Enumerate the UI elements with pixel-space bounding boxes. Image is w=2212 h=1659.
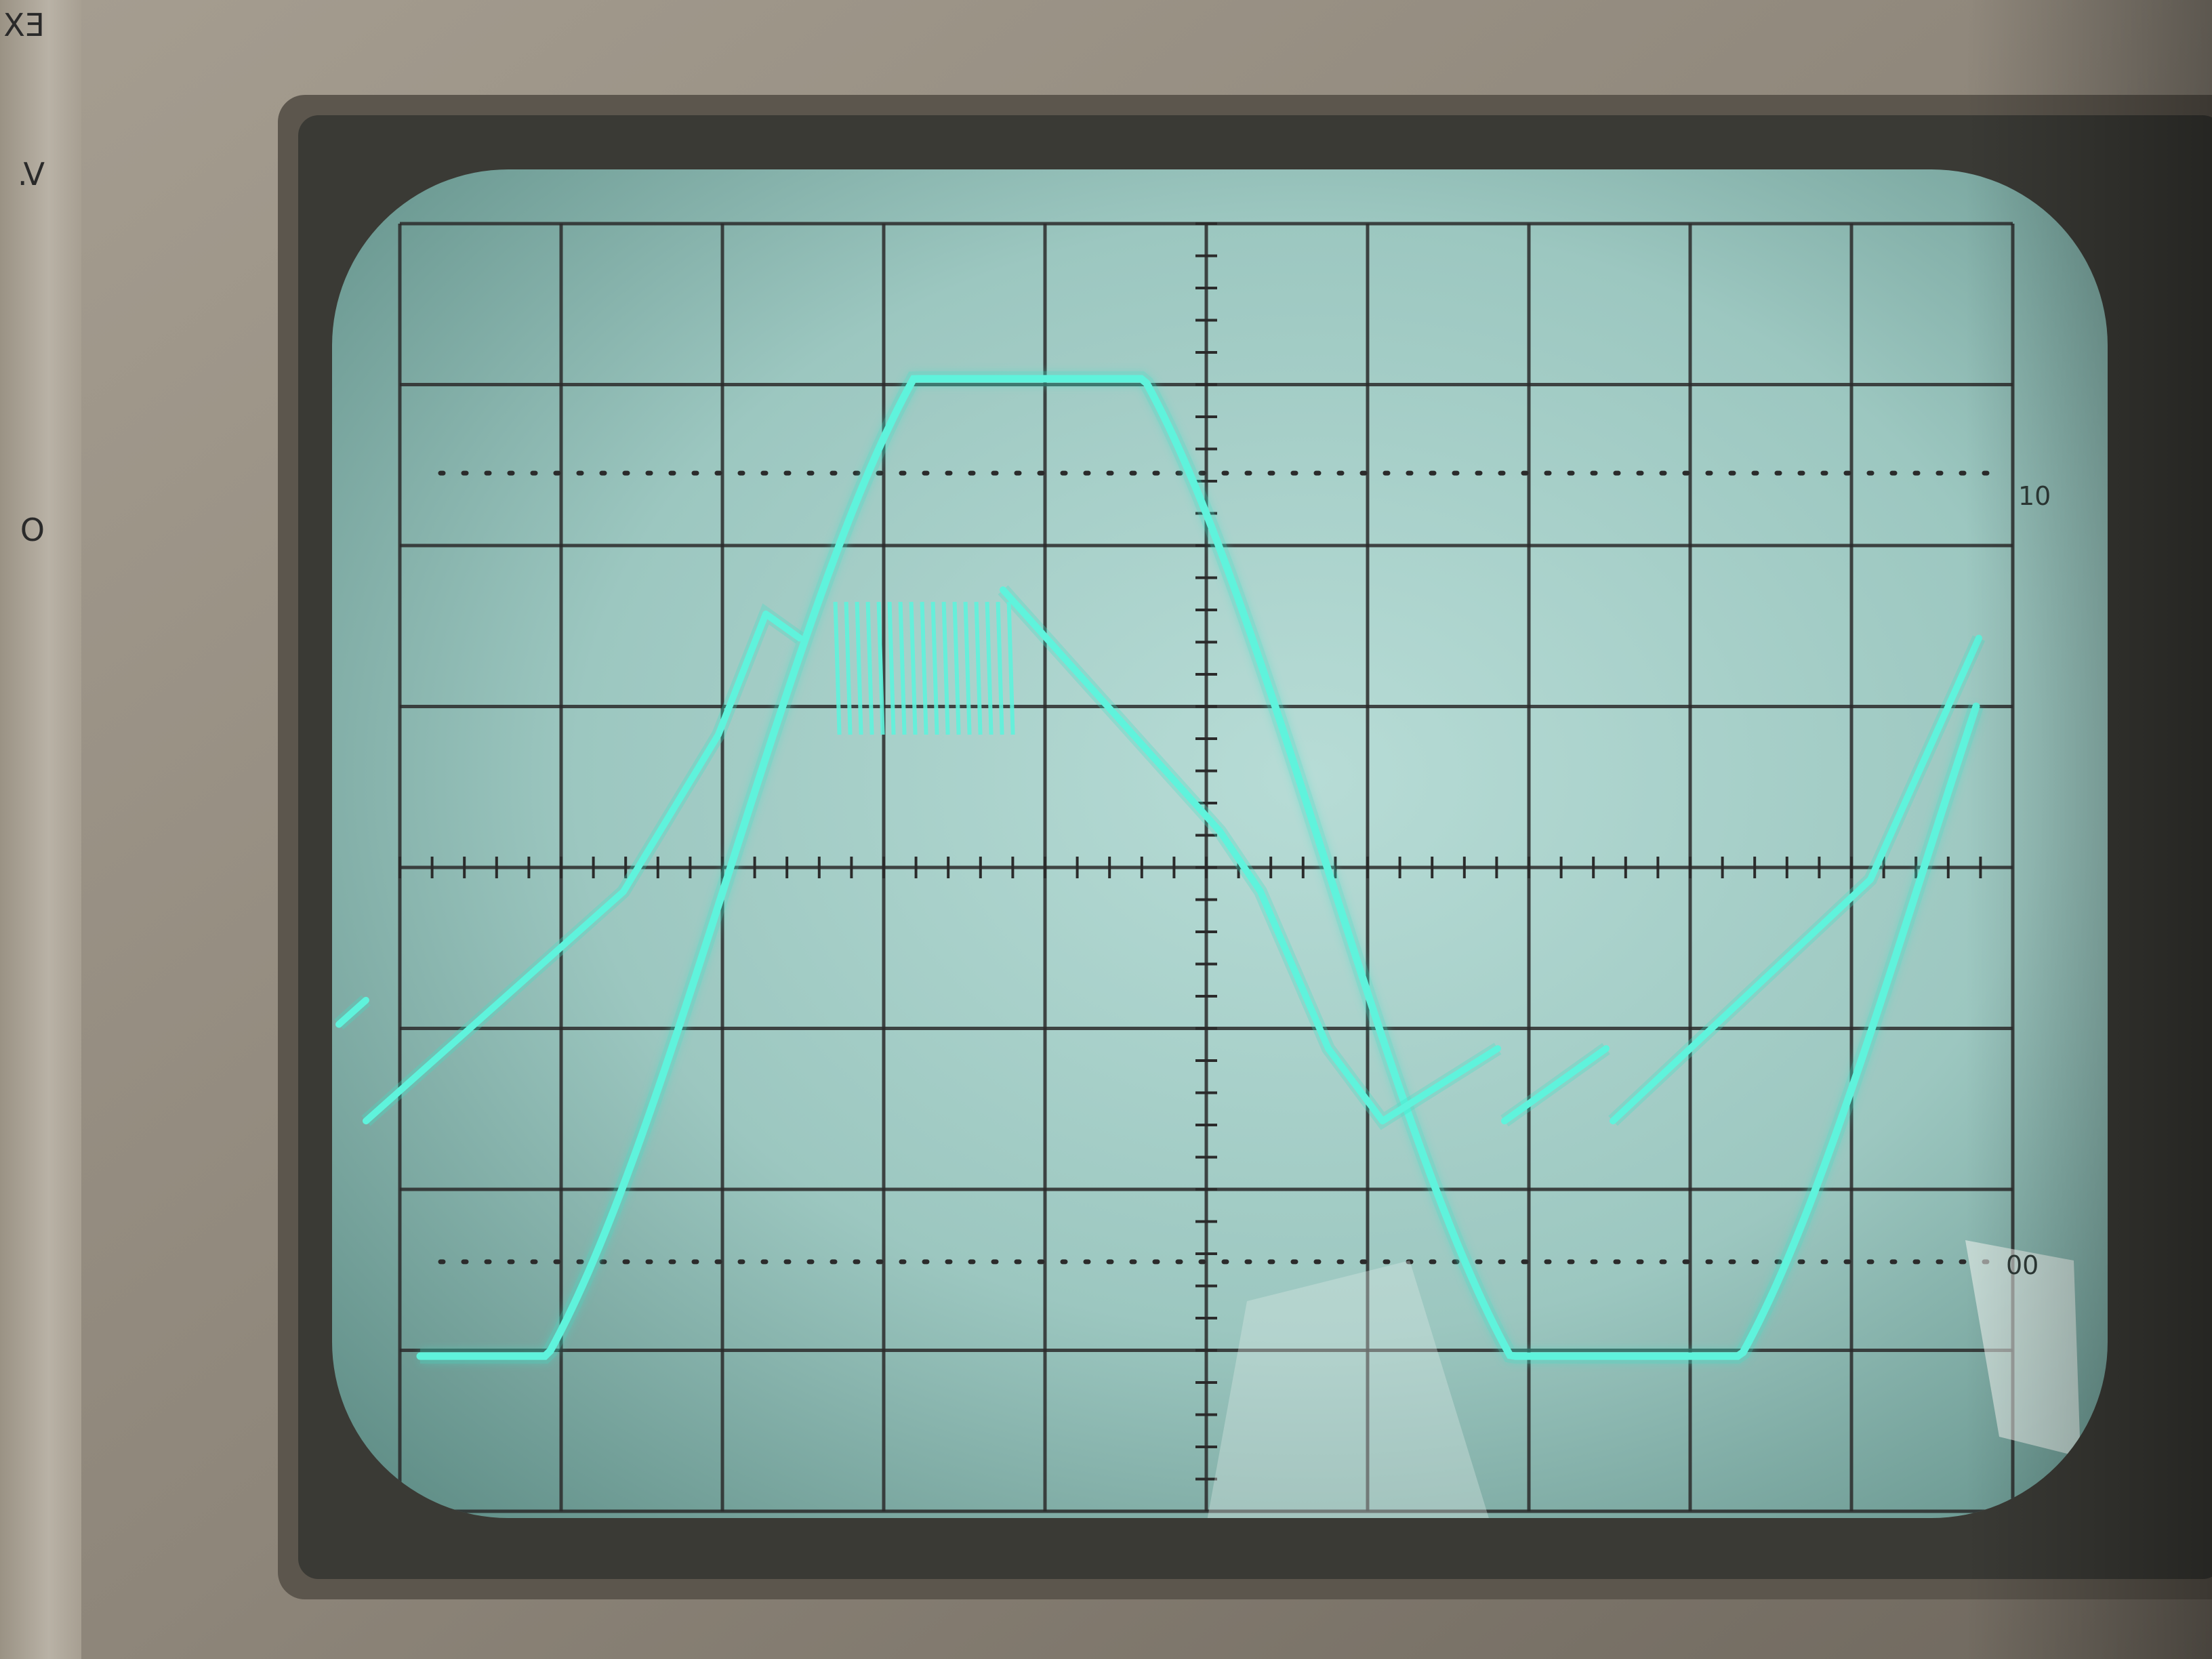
trace-2-burst-line <box>887 602 896 735</box>
trace-2-burst-line <box>844 602 853 735</box>
trace-2-segment <box>1501 1045 1610 1125</box>
trace-2-burst-line <box>963 602 972 735</box>
screen-reflection <box>1206 1261 1491 1518</box>
trace-2-segment <box>1000 586 1501 1125</box>
vignette-right <box>1965 0 2212 1659</box>
trace-2-burst-line <box>909 602 918 735</box>
trace-2-burst-line <box>833 602 842 735</box>
trace-2-burst-line <box>898 602 907 735</box>
trace-2-burst-line <box>952 602 961 735</box>
trace-2-burst-line <box>1006 602 1015 735</box>
trace-2-burst-line <box>941 602 950 735</box>
crt-screen <box>332 169 2108 1518</box>
trace-2-burst-line <box>974 602 983 735</box>
trace-layer <box>334 371 1986 1364</box>
trace-2-segment <box>335 996 369 1028</box>
trace-2-burst-line <box>996 602 1004 735</box>
trace-2-burst-line <box>876 602 885 735</box>
trace-1-flat-sine <box>416 375 1980 1360</box>
trace-2-burst-line <box>930 602 939 735</box>
trace-2-burst-line <box>855 602 863 735</box>
trace-2-burst-line <box>985 602 994 735</box>
trace-2-burst-line <box>920 602 928 735</box>
trace-2-burst-line <box>865 602 874 735</box>
trace-2-segment <box>363 610 803 1125</box>
trace-2-segment <box>1610 634 1982 1125</box>
instrument-side-panel: EX V. O <box>0 0 81 1659</box>
